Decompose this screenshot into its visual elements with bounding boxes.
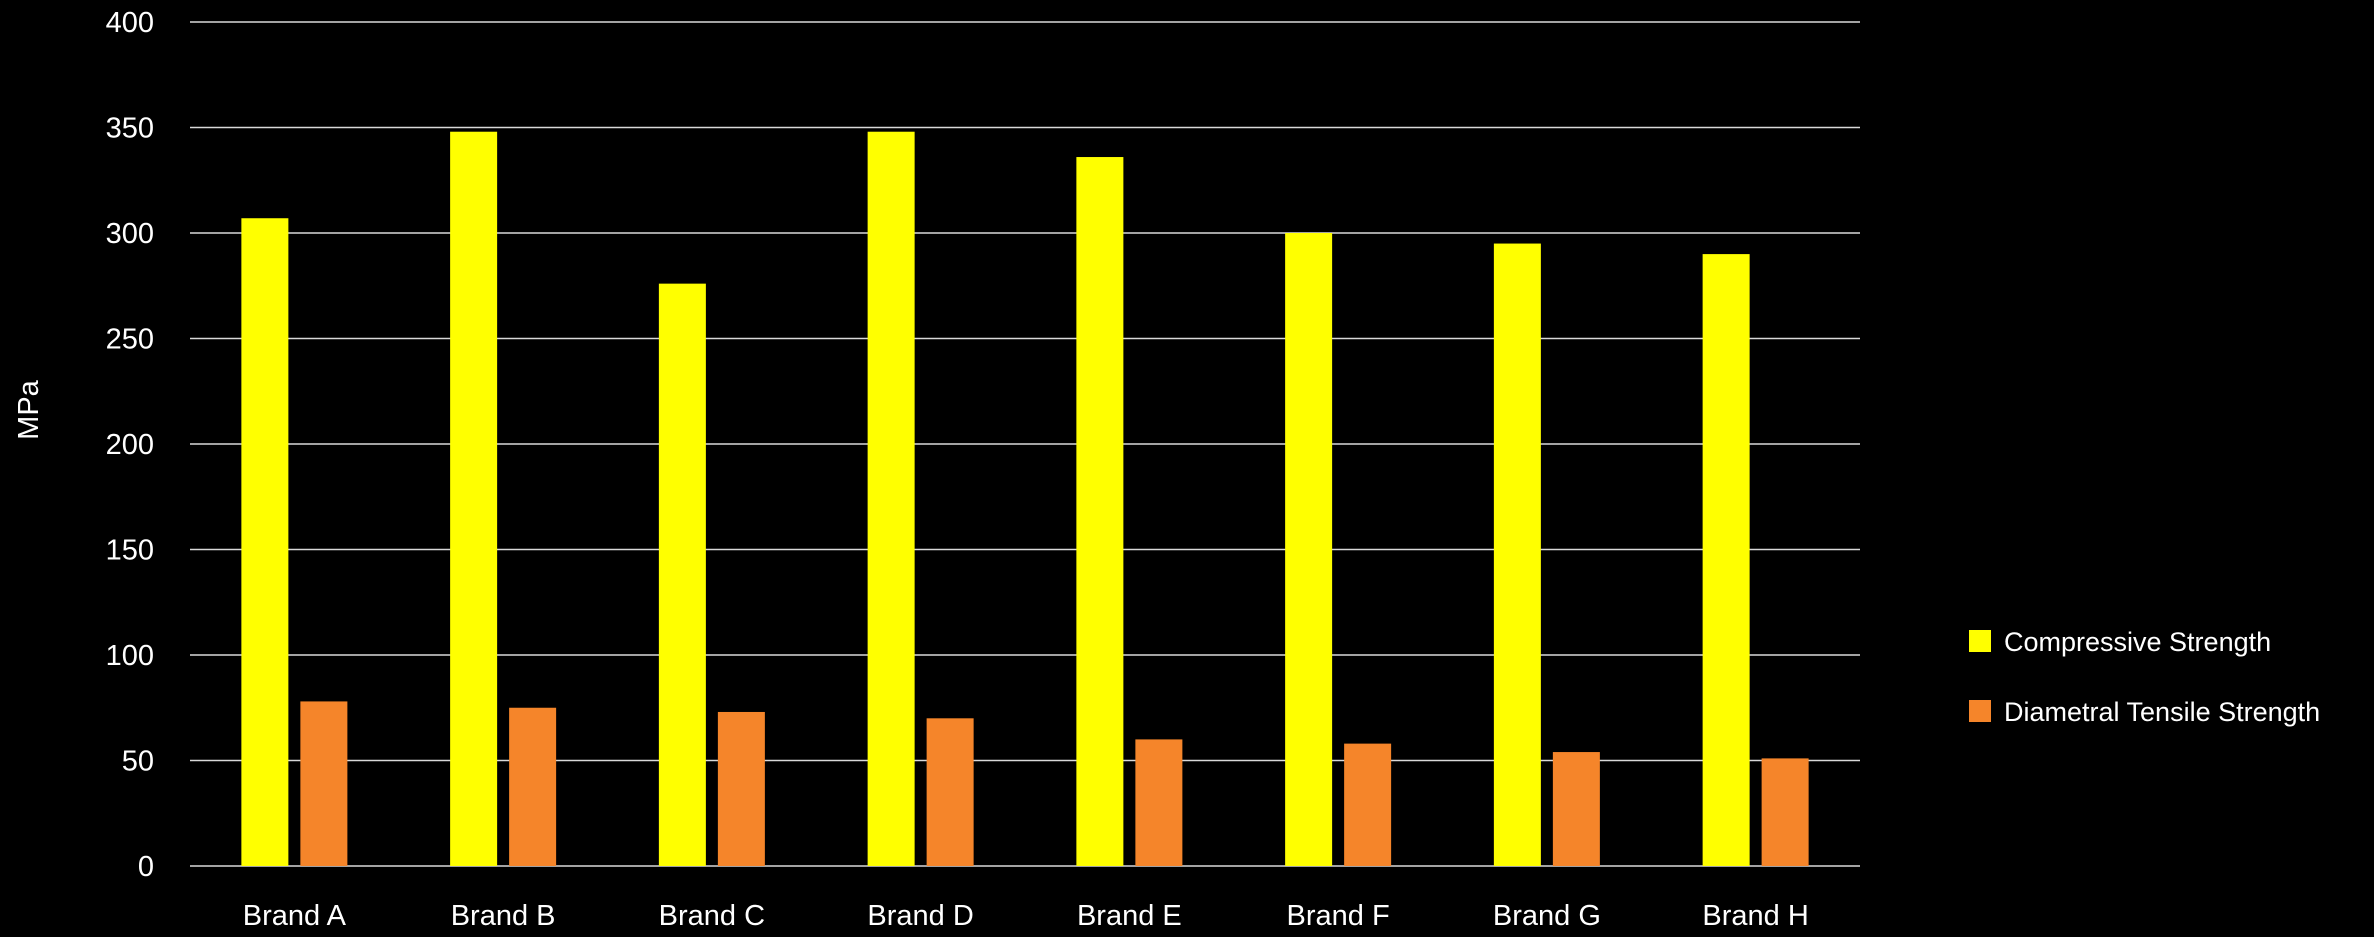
bar-tensile-3	[717, 711, 765, 866]
legend-label: Diametral Tensile Strength	[2004, 697, 2320, 727]
x-tick-label: Brand D	[867, 900, 973, 932]
x-tick-label: Brand G	[1493, 900, 1601, 932]
y-tick-label: 100	[106, 640, 154, 672]
x-tick-label: Brand H	[1702, 900, 1808, 932]
y-axis-label: MPa	[13, 379, 45, 440]
bar-tensile-7	[1552, 752, 1600, 866]
bar-compressive-2	[450, 131, 498, 867]
x-tick-label: Brand A	[243, 900, 347, 932]
bar-compressive-4	[867, 131, 915, 867]
bar-tensile-6	[1344, 743, 1392, 866]
y-tick-label: 300	[106, 218, 154, 250]
y-tick-label: 0	[138, 851, 154, 883]
bar-compressive-7	[1493, 243, 1541, 867]
x-tick-label: Brand C	[659, 900, 765, 932]
legend-swatch	[1969, 630, 1991, 652]
legend-swatch	[1969, 700, 1991, 722]
x-tick-label: Brand F	[1287, 900, 1390, 932]
y-tick-label: 250	[106, 324, 154, 356]
bar-tensile-2	[509, 707, 557, 866]
legend: Compressive Strength Diametral Tensile St…	[1969, 627, 2320, 727]
bars	[241, 131, 1809, 867]
y-tick-label: 50	[122, 746, 154, 778]
bar-tensile-8	[1761, 758, 1809, 866]
y-tick-label: 400	[106, 7, 154, 39]
bar-compressive-6	[1285, 233, 1333, 866]
bar-compressive-8	[1702, 254, 1750, 867]
y-tick-label: 350	[106, 113, 154, 145]
legend-label: Compressive Strength	[2004, 627, 2271, 657]
y-tick-label: 150	[106, 535, 154, 567]
y-tick-label: 200	[106, 429, 154, 461]
x-tick-label: Brand B	[451, 900, 556, 932]
bar-compressive-1	[241, 218, 289, 867]
bar-tensile-1	[300, 701, 348, 866]
bar-tensile-4	[926, 718, 974, 866]
bar-compressive-5	[1076, 157, 1124, 867]
x-axis-ticks: Brand A Brand B Brand C Brand D Brand E Brand…	[243, 900, 1809, 932]
bar-compressive-3	[658, 283, 706, 866]
gridlines	[190, 21, 1860, 867]
y-axis-ticks: 0 50 100 150 200 250 300 350 400	[106, 7, 154, 883]
bar-tensile-5	[1135, 739, 1183, 866]
x-tick-label: Brand E	[1077, 900, 1182, 932]
